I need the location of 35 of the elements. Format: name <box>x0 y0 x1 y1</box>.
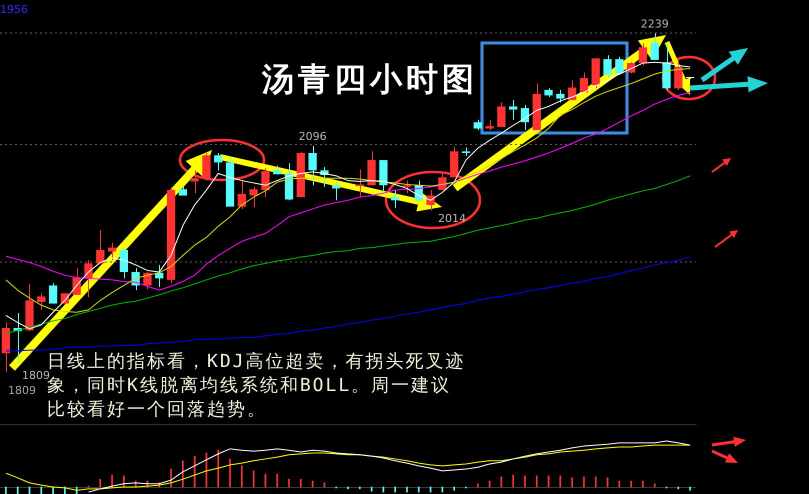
candlestick <box>580 72 588 93</box>
candlestick <box>72 268 81 296</box>
candlestick <box>37 292 46 310</box>
candlestick <box>238 180 246 210</box>
candlestick <box>674 58 682 90</box>
candlestick <box>108 242 116 261</box>
candlestick <box>48 282 58 304</box>
candlestick <box>474 119 482 131</box>
candlestick <box>356 169 364 198</box>
annotation: 1956 <box>0 3 28 16</box>
candlestick <box>497 102 506 128</box>
candlestick <box>214 152 222 171</box>
candlestick <box>603 54 612 79</box>
candlestick <box>332 182 340 201</box>
candlestick <box>250 186 258 208</box>
candlestick <box>155 264 164 288</box>
candlestick <box>615 56 624 76</box>
candlestick <box>120 247 128 279</box>
candlestick <box>402 180 412 194</box>
candlestick <box>509 100 518 120</box>
annotation: 1809 <box>8 384 36 397</box>
annotation: 2014 <box>438 212 466 225</box>
candlestick <box>96 230 104 264</box>
annotation: 2239 <box>640 17 669 30</box>
candlestick <box>638 42 648 66</box>
text: 汤青四小时图 <box>262 59 478 100</box>
candlestick <box>308 145 317 186</box>
annotation: 1809 <box>22 369 50 382</box>
annotation: 2096 <box>298 130 327 144</box>
candlestick <box>485 119 494 131</box>
candlestick <box>556 89 564 104</box>
candlestick <box>190 170 199 194</box>
candlestick <box>650 32 659 60</box>
candlestick <box>202 152 211 182</box>
candlestick <box>391 190 400 209</box>
